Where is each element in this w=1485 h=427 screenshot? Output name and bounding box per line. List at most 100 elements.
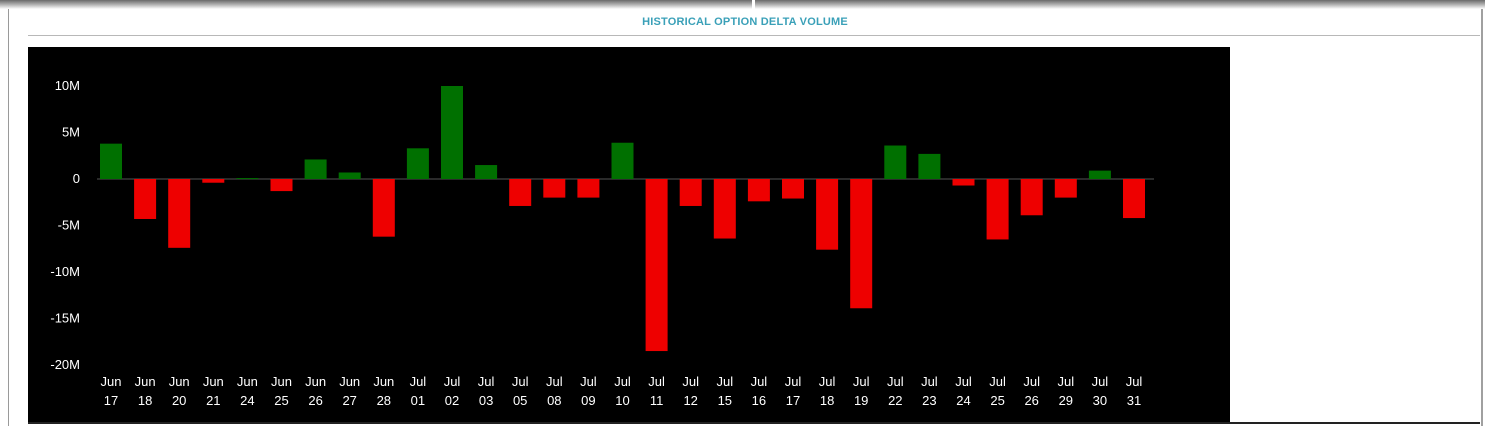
x-tick-day: 26 — [1024, 393, 1038, 408]
bar — [509, 179, 532, 206]
x-tick-month: Jul — [1126, 374, 1143, 389]
x-tick-day: 26 — [308, 393, 322, 408]
x-tick-day: 25 — [274, 393, 288, 408]
bar — [168, 179, 191, 248]
x-tick-day: 17 — [104, 393, 118, 408]
x-tick-month: Jun — [237, 374, 258, 389]
x-tick-day: 27 — [342, 393, 356, 408]
bar — [100, 143, 122, 179]
bar — [986, 179, 1009, 240]
x-tick-day: 23 — [922, 393, 936, 408]
y-tick-label: -5M — [58, 218, 80, 233]
x-tick-month: Jul — [887, 374, 904, 389]
bar — [1123, 179, 1145, 219]
x-tick-month: Jul — [410, 374, 427, 389]
x-tick-day: 12 — [683, 393, 697, 408]
bar — [304, 159, 327, 179]
y-tick-label: 0 — [73, 171, 80, 186]
x-tick-day: 24 — [240, 393, 254, 408]
bar — [270, 179, 293, 192]
x-tick-month: Jun — [169, 374, 190, 389]
x-tick-month: Jun — [373, 374, 394, 389]
x-tick-day: 25 — [990, 393, 1004, 408]
y-tick-label: -15M — [50, 311, 80, 326]
chart-title: HISTORICAL OPTION DELTA VOLUME — [642, 16, 848, 28]
x-tick-day: 19 — [854, 393, 868, 408]
bars-group — [100, 86, 1145, 352]
x-tick-month: Jul — [921, 374, 938, 389]
x-tick-month: Jun — [305, 374, 326, 389]
panel-left-border — [8, 9, 9, 426]
x-tick-day: 03 — [479, 393, 493, 408]
x-tick-month: Jul — [1023, 374, 1040, 389]
x-tick-month: Jun — [135, 374, 156, 389]
chart-area: 10M 5M 0 -5M -10M -15M -20M Jun 17 Jun 18 Jun 20 Jun… — [28, 47, 1230, 422]
x-tick-day: 02 — [445, 393, 459, 408]
x-tick-month: Jul — [1092, 374, 1109, 389]
bar — [577, 179, 600, 198]
x-tick-month: Jul — [716, 374, 733, 389]
y-tick-label: -10M — [50, 264, 80, 279]
bar — [713, 179, 736, 239]
bar — [441, 86, 463, 179]
window-top-shadow — [0, 0, 1485, 9]
x-tick-month: Jul — [989, 374, 1006, 389]
y-axis: 10M 5M 0 -5M -10M -15M -20M — [50, 78, 80, 372]
bar — [475, 165, 498, 179]
x-tick-day: 08 — [547, 393, 561, 408]
x-tick-month: Jun — [101, 374, 122, 389]
x-tick-month: Jul — [955, 374, 972, 389]
x-tick-month: Jul — [1057, 374, 1074, 389]
bar — [1020, 179, 1043, 216]
x-tick-month: Jul — [853, 374, 870, 389]
x-tick-day: 05 — [513, 393, 527, 408]
x-tick-day: 30 — [1093, 393, 1107, 408]
title-divider — [28, 35, 1480, 36]
y-tick-label: 5M — [62, 125, 80, 140]
x-tick-month: Jul — [819, 374, 836, 389]
bar — [918, 153, 941, 179]
bar — [679, 179, 702, 206]
x-tick-month: Jul — [478, 374, 495, 389]
bar — [747, 179, 770, 202]
bar — [816, 179, 839, 250]
bar — [850, 179, 873, 309]
x-tick-day: 20 — [172, 393, 186, 408]
x-tick-day: 10 — [615, 393, 629, 408]
bar — [952, 179, 975, 186]
x-tick-day: 01 — [411, 393, 425, 408]
y-tick-label: 10M — [55, 78, 80, 93]
x-tick-day: 17 — [786, 393, 800, 408]
bar — [338, 172, 361, 179]
panel-bottom-rule — [28, 422, 1480, 424]
x-tick-day: 22 — [888, 393, 902, 408]
bar — [202, 179, 225, 183]
x-tick-month: Jul — [580, 374, 597, 389]
x-tick-day: 18 — [138, 393, 152, 408]
x-tick-day: 31 — [1127, 393, 1141, 408]
x-tick-day: 29 — [1059, 393, 1073, 408]
x-tick-month: Jul — [751, 374, 768, 389]
x-tick-day: 24 — [956, 393, 970, 408]
bar — [236, 178, 259, 180]
panel-right-border — [1481, 9, 1483, 426]
x-tick-day: 16 — [752, 393, 766, 408]
bar — [543, 179, 566, 198]
bar — [645, 179, 668, 352]
x-tick-month: Jul — [614, 374, 631, 389]
x-tick-month: Jun — [271, 374, 292, 389]
x-tick-month: Jul — [785, 374, 802, 389]
bar — [406, 148, 429, 179]
x-tick-day: 28 — [377, 393, 391, 408]
x-tick-month: Jun — [203, 374, 224, 389]
bar — [884, 145, 907, 179]
x-tick-day: 21 — [206, 393, 220, 408]
bar — [372, 179, 395, 237]
bar — [1054, 179, 1077, 198]
x-tick-day: 15 — [718, 393, 732, 408]
y-tick-label: -20M — [50, 357, 80, 372]
x-tick-month: Jul — [682, 374, 699, 389]
x-tick-month: Jul — [512, 374, 529, 389]
x-axis: Jun 17 Jun 18 Jun 20 Jun 21 Jun 24 Jun 25 Jun 26 Jun 27… — [101, 374, 1143, 408]
